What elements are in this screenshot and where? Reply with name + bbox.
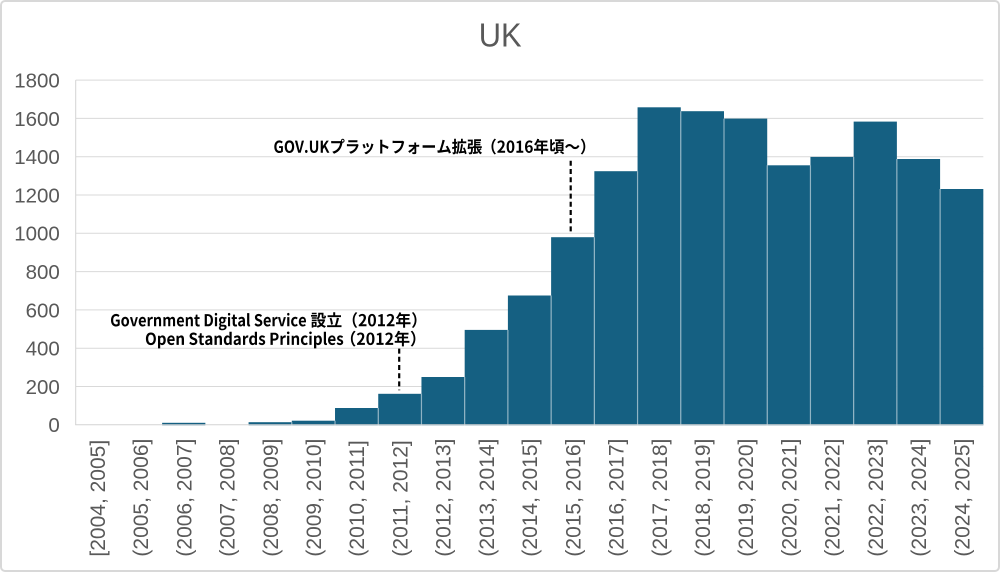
- svg-text:(2009, 2010]: (2009, 2010]: [303, 439, 326, 557]
- svg-text:1600: 1600: [14, 108, 60, 131]
- svg-text:(2024, 2025]: (2024, 2025]: [951, 439, 974, 557]
- svg-text:(2016, 2017]: (2016, 2017]: [606, 439, 629, 557]
- svg-text:(2010, 2011]: (2010, 2011]: [346, 440, 369, 556]
- svg-text:(2005, 2006]: (2005, 2006]: [130, 439, 153, 557]
- svg-text:400: 400: [26, 338, 60, 361]
- svg-text:600: 600: [26, 299, 60, 322]
- svg-text:(2021, 2022]: (2021, 2022]: [822, 439, 845, 557]
- svg-text:(2014, 2015]: (2014, 2015]: [519, 439, 542, 557]
- svg-text:200: 200: [26, 376, 60, 399]
- svg-text:(2012, 2013]: (2012, 2013]: [433, 439, 456, 557]
- svg-text:1000: 1000: [14, 223, 60, 246]
- svg-text:UK: UK: [479, 16, 522, 53]
- svg-text:1200: 1200: [14, 184, 60, 207]
- svg-text:(2019, 2020]: (2019, 2020]: [735, 439, 758, 557]
- svg-text:(2008, 2009]: (2008, 2009]: [260, 439, 283, 557]
- svg-text:(2017, 2018]: (2017, 2018]: [649, 439, 672, 557]
- svg-text:(2020, 2021]: (2020, 2021]: [778, 439, 801, 557]
- svg-text:(2013, 2014]: (2013, 2014]: [476, 439, 499, 557]
- svg-text:1800: 1800: [14, 70, 60, 93]
- svg-text:(2023, 2024]: (2023, 2024]: [908, 439, 931, 557]
- svg-text:(2006, 2007]: (2006, 2007]: [173, 439, 196, 557]
- svg-text:(2015, 2016]: (2015, 2016]: [562, 439, 585, 557]
- svg-text:(2007, 2008]: (2007, 2008]: [217, 439, 240, 557]
- svg-text:800: 800: [26, 261, 60, 284]
- svg-text:0: 0: [48, 414, 59, 437]
- svg-text:(2011, 2012]: (2011, 2012]: [389, 440, 412, 556]
- svg-text:(2018, 2019]: (2018, 2019]: [692, 439, 715, 557]
- svg-text:(2022, 2023]: (2022, 2023]: [865, 439, 888, 557]
- svg-text:[2004, 2005]: [2004, 2005]: [87, 440, 110, 557]
- svg-text:1400: 1400: [14, 146, 60, 169]
